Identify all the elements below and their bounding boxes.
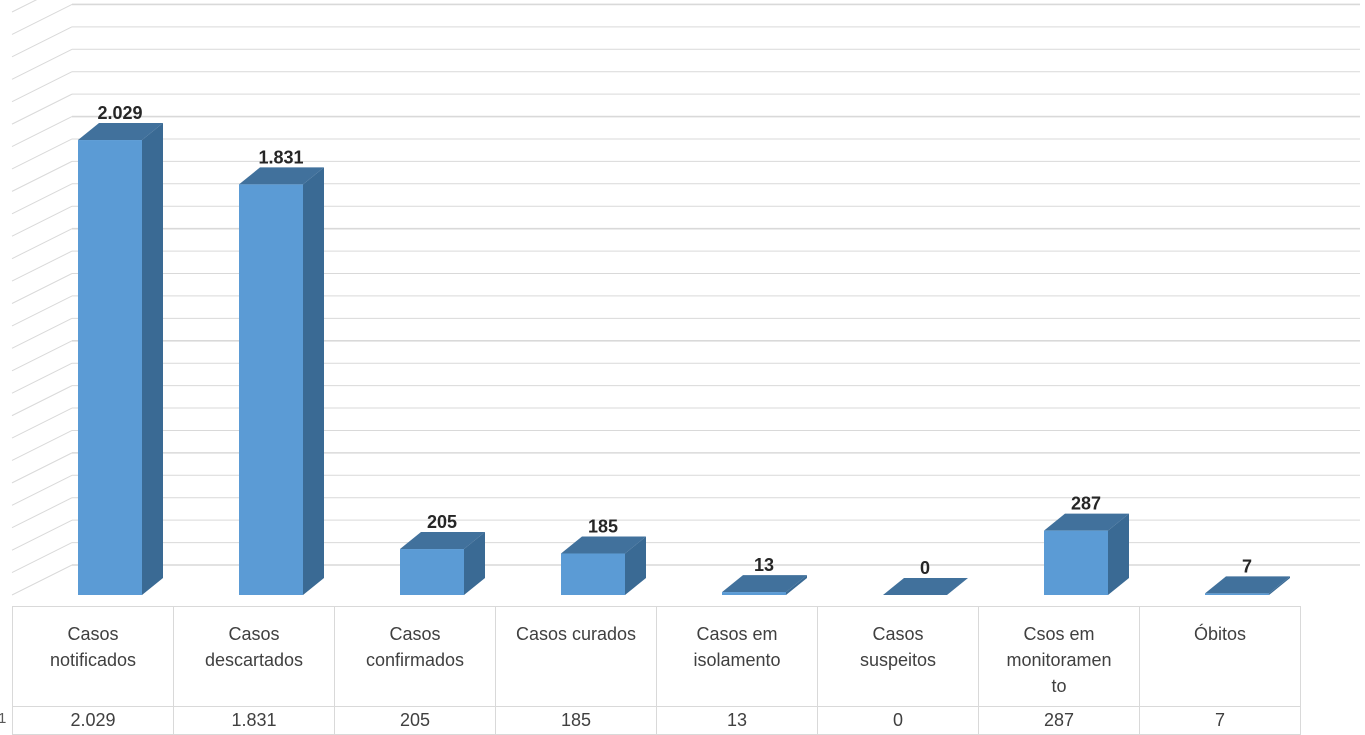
side-gridline: [11, 205, 73, 237]
side-gridline: [11, 26, 73, 58]
bar: [1205, 576, 1290, 595]
table-value: 185: [495, 706, 657, 735]
bar-front: [400, 549, 464, 595]
bar-top: [1044, 513, 1129, 531]
side-gridline: [11, 317, 73, 349]
side-gridline: [11, 138, 73, 170]
side-gridline: [11, 273, 73, 304]
data-label: 0: [920, 558, 930, 578]
side-gridline: [11, 3, 73, 35]
side-gridline: [11, 0, 38, 13]
side-gridline: [11, 160, 73, 192]
data-label: 2.029: [97, 103, 142, 123]
bar-front: [239, 184, 303, 595]
data-label: 185: [588, 517, 618, 537]
side-gridline: [11, 295, 73, 327]
side-gridline: [11, 250, 73, 282]
category-label: Casos notificados: [12, 606, 174, 707]
data-label: 287: [1071, 494, 1101, 514]
bar-top: [883, 578, 968, 595]
bar-top: [239, 167, 324, 185]
side-gridline: [11, 228, 73, 260]
side-gridline: [11, 452, 73, 484]
category-label: Casos curados: [495, 606, 657, 707]
bar-series: [78, 123, 1290, 595]
side-gridline: [11, 497, 73, 529]
side-gridline: [11, 430, 73, 461]
table-value: 7: [1139, 706, 1301, 735]
series-key: 1: [0, 710, 7, 727]
bar: [1044, 513, 1129, 595]
side-gridline: [11, 564, 73, 596]
category-label: Óbitos: [1139, 606, 1301, 707]
data-table: Casos notificados Casos descartados Casos con…: [12, 606, 1301, 735]
bar: [78, 123, 163, 595]
category-label: Casos descartados: [173, 606, 335, 707]
bar-top: [400, 532, 485, 550]
table-value: 2.029: [12, 706, 174, 735]
value-row: 2.029 1.831 205 185 13 0 287 7: [12, 706, 1301, 735]
bar-front: [561, 553, 625, 595]
data-label: 13: [754, 555, 774, 575]
table-value: 0: [817, 706, 979, 735]
bar-front: [78, 140, 142, 595]
column-chart: 2.029 1.831 205 185 13 0 287 7: [11, 0, 1360, 596]
data-labels: 2.029 1.831 205 185 13 0 287 7: [97, 103, 1252, 578]
gridlines: [11, 0, 1360, 596]
side-gridline: [11, 385, 73, 417]
side-gridline: [11, 340, 73, 372]
table-value: 1.831: [173, 706, 335, 735]
bar-front: [1044, 530, 1108, 595]
bar-front: [722, 592, 786, 595]
side-gridline: [11, 542, 73, 574]
bar-top: [78, 123, 163, 141]
side-gridline: [11, 362, 73, 394]
side-gridline: [11, 116, 73, 147]
side-gridline: [11, 71, 73, 103]
bar: [239, 167, 324, 595]
category-label: Casos confirmados: [334, 606, 496, 707]
side-gridline: [11, 93, 73, 125]
category-label: Casos em isolamento: [656, 606, 818, 707]
data-label: 205: [427, 512, 457, 532]
category-label: Casos suspeitos: [817, 606, 979, 707]
bar: [883, 578, 968, 595]
data-label: 1.831: [258, 147, 303, 167]
category-label: Csos em monitoramen to: [978, 606, 1140, 707]
bar-top: [722, 575, 807, 593]
bar: [400, 532, 485, 595]
bar-top: [1205, 576, 1290, 594]
side-gridline: [11, 183, 73, 215]
bar-front: [1205, 593, 1269, 595]
side-gridline: [11, 474, 73, 506]
side-gridline: [11, 519, 73, 551]
side-gridline: [11, 407, 73, 439]
table-value: 205: [334, 706, 496, 735]
data-label: 7: [1242, 556, 1252, 576]
table-value: 287: [978, 706, 1140, 735]
bar: [561, 536, 646, 595]
table-value: 13: [656, 706, 818, 735]
category-row: Casos notificados Casos descartados Casos con…: [12, 606, 1301, 707]
side-gridline: [11, 48, 73, 80]
bar-top: [561, 536, 646, 554]
bar: [722, 575, 807, 595]
